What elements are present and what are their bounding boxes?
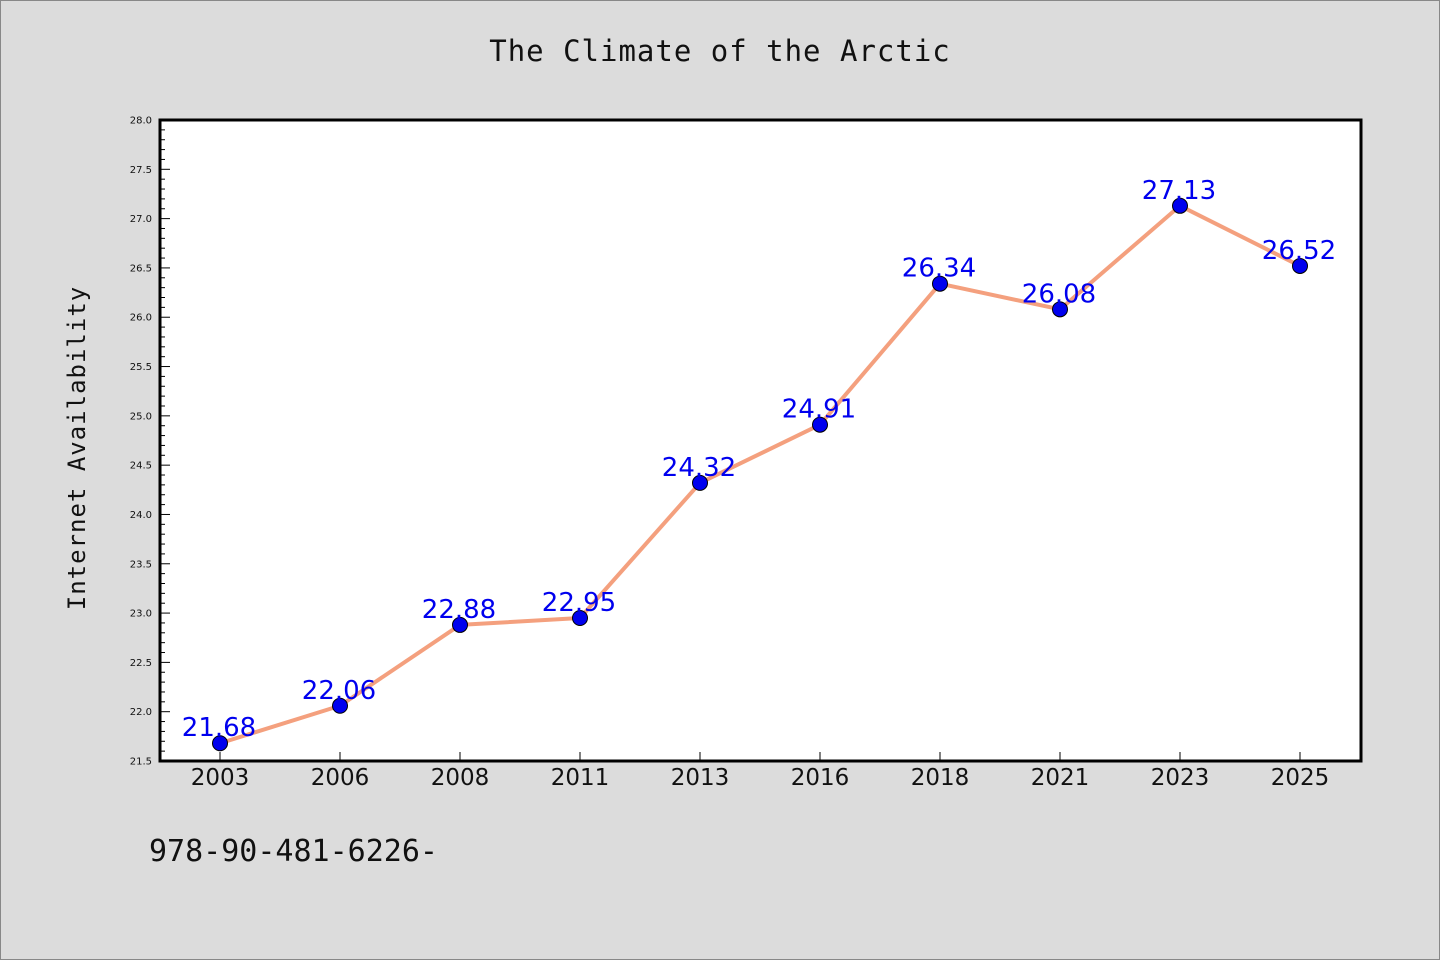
data-label: 22.95 <box>542 588 616 618</box>
y-tick-label: 22.0 <box>130 707 152 718</box>
data-label: 27.13 <box>1142 176 1216 206</box>
data-label: 26.34 <box>902 254 976 284</box>
y-tick-label: 24.5 <box>130 461 152 472</box>
y-tick-label: 28.0 <box>130 116 152 127</box>
data-point <box>572 610 588 627</box>
plot-frame <box>158 118 1363 763</box>
y-tick-label: 27.0 <box>130 214 152 225</box>
data-label: 22.88 <box>422 595 496 625</box>
y-tick-label: 25.5 <box>130 362 152 373</box>
data-label: 26.08 <box>1022 279 1096 309</box>
y-tick-label: 25.0 <box>130 411 152 422</box>
y-tick-label: 27.5 <box>130 165 152 176</box>
plot-area <box>160 120 1361 761</box>
x-tick-label: 2003 <box>191 765 250 791</box>
x-tick-label: 2008 <box>431 765 490 791</box>
data-label: 26.52 <box>1262 236 1336 266</box>
data-label: 24.32 <box>662 453 736 483</box>
x-tick-label: 2025 <box>1271 765 1330 791</box>
y-tick-label: 22.5 <box>130 658 152 669</box>
x-tick-label: 2011 <box>551 765 610 791</box>
series-group: 21.68 22.06 22.88 22.95 24.32 24.91 26.34 26.08… <box>182 176 1336 752</box>
x-tick-label: 2016 <box>791 765 850 791</box>
data-point <box>812 416 828 433</box>
data-label: 24.91 <box>782 395 856 425</box>
data-point <box>932 275 948 292</box>
data-point <box>452 616 468 633</box>
x-tick-label: 2006 <box>311 765 370 791</box>
data-point <box>212 735 228 752</box>
x-tick-label: 2023 <box>1151 765 1210 791</box>
data-point <box>1052 301 1068 318</box>
y-tick-label: 26.0 <box>130 313 152 324</box>
data-point <box>332 697 348 714</box>
x-tick-label: 2018 <box>911 765 970 791</box>
data-point <box>692 474 708 491</box>
y-axis-ticks: 21.5 22.0 22.5 23.0 23.5 24.0 24.5 25.0 25.5 26.0… <box>130 116 170 768</box>
y-tick-label: 23.0 <box>130 609 152 620</box>
data-label: 21.68 <box>182 713 256 743</box>
x-tick-label: 2021 <box>1031 765 1090 791</box>
data-point <box>1292 257 1308 274</box>
y-tick-label: 26.5 <box>130 263 152 274</box>
data-point <box>1172 197 1188 214</box>
y-tick-label: 24.0 <box>130 510 152 521</box>
y-tick-label: 23.5 <box>130 559 152 570</box>
chart-title: The Climate of the Arctic <box>489 34 951 68</box>
y-tick-label: 21.5 <box>130 757 152 768</box>
series-line <box>219 203 1301 746</box>
x-axis-ticks: 2003 2006 2008 2011 2013 2016 2018 2021 2023 2025 <box>191 752 1330 791</box>
x-tick-label: 2013 <box>671 765 730 791</box>
footer-code: 978-90-481-6226- <box>149 834 438 869</box>
data-label: 22.06 <box>302 676 376 706</box>
